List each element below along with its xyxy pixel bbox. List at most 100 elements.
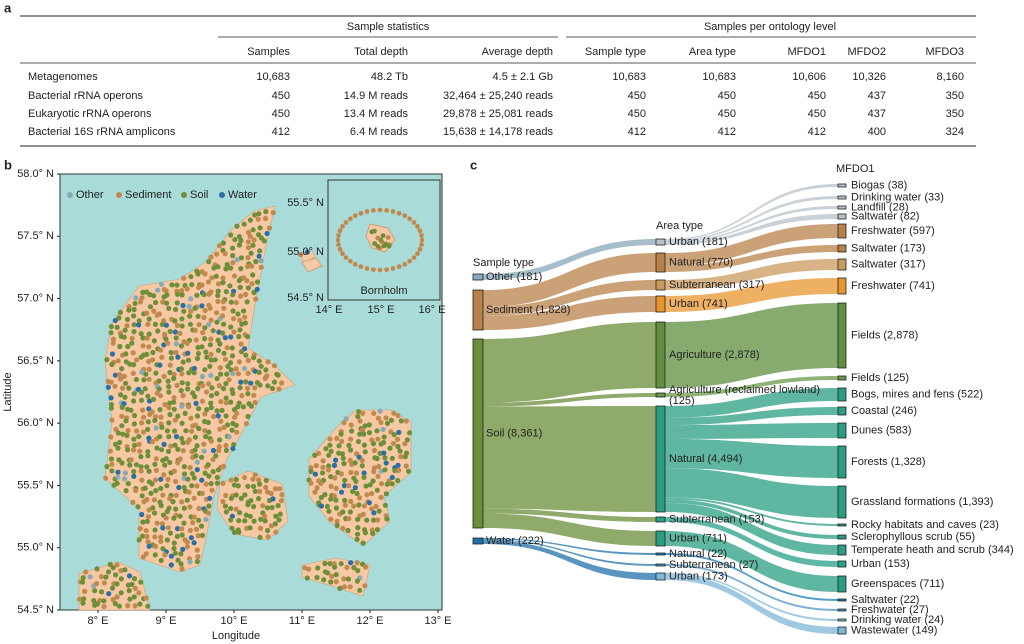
sample-dot: [391, 432, 397, 438]
sample-dot: [136, 322, 142, 328]
sample-dot: [214, 408, 220, 414]
sample-dot: [214, 251, 220, 257]
sample-dot: [248, 498, 254, 504]
sample-dot: [248, 380, 254, 386]
sample-dot: [265, 534, 271, 540]
sample-dot: [247, 513, 253, 519]
sample-dot: [247, 233, 253, 239]
sample-dot: [395, 477, 401, 484]
sample-dot: [175, 413, 181, 419]
sample-dot: [145, 419, 151, 425]
sample-dot: [101, 603, 107, 610]
sample-dot: [242, 320, 248, 326]
sample-dot: [177, 330, 183, 336]
sample-dot: [167, 459, 173, 465]
sample-dot: [162, 552, 168, 558]
sample-dot: [245, 413, 251, 420]
node-label: Saltwater (82): [851, 210, 919, 222]
sample-dot: [374, 428, 380, 434]
sample-dot: [166, 384, 172, 390]
node-label: Soil (8,361): [486, 427, 542, 439]
sample-dot: [192, 327, 198, 333]
sample-dot: [208, 254, 214, 260]
sample-dot: [340, 525, 346, 532]
sample-dot: [233, 506, 239, 512]
sample-dot: [113, 572, 119, 578]
sample-dot: [217, 437, 223, 443]
sample-dot: [419, 237, 425, 243]
sample-dot: [172, 329, 178, 335]
x-tick-label: 11° E: [289, 615, 315, 627]
sample-dot: [336, 242, 341, 248]
sample-dot: [179, 532, 185, 538]
sample-dot: [234, 429, 240, 435]
sample-dot: [238, 379, 244, 385]
sample-dot: [181, 308, 187, 314]
sample-dot: [353, 478, 359, 484]
sample-dot: [164, 483, 170, 489]
sample-dot: [167, 328, 173, 335]
sample-dot: [354, 536, 360, 543]
sample-dot: [348, 422, 354, 428]
sample-dot: [220, 480, 226, 486]
sample-dot: [363, 483, 369, 489]
sample-dot: [80, 579, 86, 585]
cell: 29,878 ± 25,081 reads: [443, 108, 554, 120]
sample-dot: [122, 567, 128, 573]
sample-dot: [179, 323, 185, 329]
sample-dot: [228, 505, 234, 512]
sample-dot: [196, 517, 202, 523]
sample-dot: [212, 357, 218, 363]
sample-dot: [152, 417, 158, 423]
sample-dot: [220, 498, 226, 505]
sample-dot: [108, 379, 114, 385]
sample-dot: [233, 422, 239, 428]
node-label: Saltwater (317): [851, 258, 926, 270]
sample-dot: [130, 370, 136, 376]
sample-dot: [361, 442, 367, 448]
node: [837, 258, 847, 271]
legend-label: Soil: [190, 189, 208, 201]
sample-dot: [175, 354, 181, 360]
sample-dot: [159, 354, 165, 360]
sample-dot: [250, 242, 256, 248]
sample-dot: [98, 574, 104, 580]
sample-dot: [275, 372, 281, 378]
sample-dot: [209, 275, 215, 281]
sample-dot: [237, 284, 243, 290]
sample-dot: [181, 275, 187, 281]
node: [837, 244, 847, 253]
sample-dot: [240, 404, 246, 410]
sample-dot: [141, 377, 147, 383]
sample-dot: [139, 511, 145, 518]
sample-dot: [251, 392, 257, 398]
sample-dot: [276, 386, 282, 392]
sample-dot: [354, 531, 361, 537]
cell: 324: [946, 126, 964, 138]
sample-dot: [208, 481, 214, 487]
sample-dot: [417, 246, 423, 252]
sample-dot: [223, 289, 229, 295]
sample-dot: [181, 464, 187, 470]
sample-dot: [191, 475, 197, 481]
sample-dot: [356, 502, 362, 508]
y-tick-label: 56.0° N: [17, 417, 54, 429]
sample-dot: [140, 429, 146, 435]
node-label: Freshwater (741): [851, 280, 935, 292]
sample-dot: [263, 484, 269, 490]
sample-dot: [239, 393, 245, 399]
sample-dot: [193, 400, 199, 406]
cell: 450: [628, 90, 646, 102]
sample-dot: [161, 472, 167, 478]
sample-dot: [322, 492, 328, 498]
sample-dot: [126, 573, 133, 579]
sample-dot: [184, 286, 190, 292]
sample-dot: [153, 299, 159, 306]
sample-dot: [308, 465, 314, 471]
sample-dot: [188, 428, 195, 434]
sample-dot: [360, 511, 366, 517]
sample-dot: [150, 396, 157, 402]
sample-dot: [179, 499, 185, 505]
sample-dot: [223, 413, 229, 419]
sample-dot: [228, 477, 234, 483]
